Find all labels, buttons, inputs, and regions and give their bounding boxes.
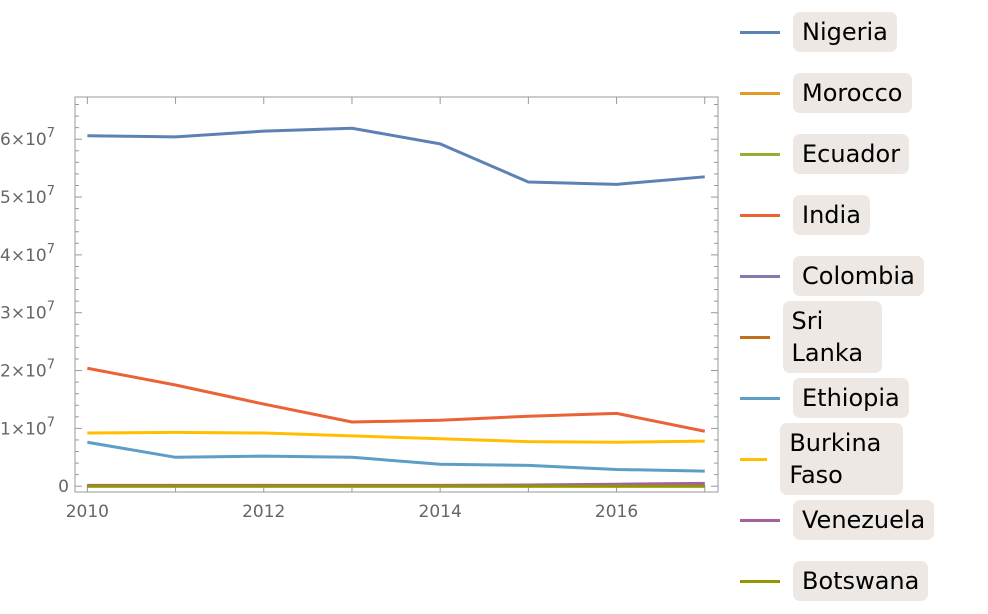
legend-label: Colombia (793, 256, 924, 296)
legend-label: Sri Lanka (782, 301, 883, 373)
legend-item: Sri Lanka (740, 301, 883, 373)
legend-swatch (740, 152, 780, 156)
y-tick-label: 3×107 (0, 300, 55, 324)
y-tick-label: 2×107 (0, 358, 55, 382)
legend-swatch (740, 91, 780, 95)
y-tick-label: 5×107 (0, 184, 55, 208)
legend-swatch (740, 396, 780, 400)
y-tick-label: 0 (58, 477, 69, 497)
legend-swatch (740, 274, 780, 278)
x-tick-label: 2010 (66, 502, 109, 522)
legend-label: Ethiopia (793, 378, 909, 418)
legend-item: Ethiopia (740, 378, 909, 418)
legend-item: India (740, 195, 870, 235)
legend-item: Colombia (740, 256, 924, 296)
x-tick-label: 2014 (419, 502, 462, 522)
legend-swatch (740, 213, 780, 217)
legend-label: India (793, 195, 870, 235)
series-line-india (87, 366, 706, 433)
legend-item: Morocco (740, 73, 912, 113)
legend-label: Ecuador (793, 134, 910, 174)
series-line-burkina-faso (87, 430, 705, 444)
series-line-nigeria (87, 126, 705, 186)
y-tick-label: 4×107 (0, 242, 55, 266)
legend-label: Venezuela (793, 500, 935, 540)
legend-swatch (740, 335, 770, 339)
line-chart: 2010 2012 2014 2016 0 1×107 2×107 3×107 4×107 5×1… (0, 96, 719, 522)
legend-swatch (740, 457, 768, 461)
x-tick-label: 2012 (242, 502, 285, 522)
legend-label: Nigeria (793, 12, 897, 52)
legend-item: Venezuela (740, 500, 935, 540)
legend-item: Ecuador (740, 134, 910, 174)
legend-item: Burkina Faso (740, 423, 904, 495)
y-tick-label: 6×107 (0, 126, 55, 150)
legend-item: Nigeria (740, 12, 897, 52)
series-line-ethiopia (87, 440, 705, 473)
legend-label: Botswana (793, 561, 929, 601)
y-tick-label: 1×107 (0, 415, 55, 439)
legend-swatch (740, 30, 780, 34)
legend-label: Burkina Faso (780, 423, 904, 495)
legend-item: Botswana (740, 561, 929, 601)
legend-swatch (740, 518, 780, 522)
plot-frame (74, 96, 719, 493)
legend-label: Morocco (793, 73, 912, 113)
legend-swatch (740, 579, 780, 583)
x-tick-label: 2016 (595, 502, 638, 522)
